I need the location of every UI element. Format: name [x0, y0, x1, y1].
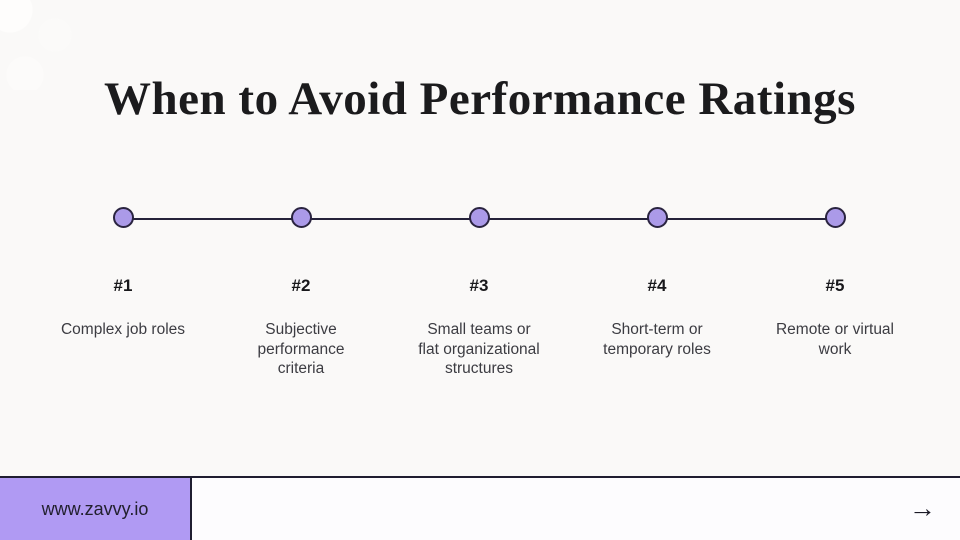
- timeline-description-2: Subjective performance criteria: [257, 321, 345, 377]
- timeline-descriptions-row: Complex job roles Subjective performance…: [34, 320, 924, 379]
- timeline-number-3: #3: [469, 276, 489, 295]
- timeline-number-2: #2: [291, 276, 311, 295]
- timeline-number-1: #1: [113, 276, 133, 295]
- timeline-description-1: Complex job roles: [60, 321, 186, 338]
- next-arrow-button[interactable]: →: [909, 492, 936, 523]
- footer-bar: www.zavvy.io →: [0, 476, 960, 540]
- timeline-numbers-row: #1 #2 #3 #4 #5: [34, 276, 924, 296]
- timeline-dot-3: [468, 207, 490, 228]
- timeline-description-3: Small teams or flat organizational struc…: [418, 321, 540, 377]
- website-badge[interactable]: www.zavvy.io: [0, 478, 192, 540]
- page-title: When to Avoid Performance Ratings: [104, 73, 856, 125]
- timeline-description-5: Remote or virtual work: [775, 321, 894, 358]
- timeline-dot-2: [290, 207, 312, 228]
- timeline-dot-5: [824, 207, 846, 228]
- timeline-number-5: #5: [825, 276, 845, 295]
- timeline-description-4: Short-term or temporary roles: [603, 321, 711, 358]
- timeline-dot-4: [646, 207, 668, 228]
- website-label: www.zavvy.io: [41, 498, 149, 519]
- timeline-dot-1: [112, 207, 134, 228]
- timeline-number-4: #4: [647, 276, 667, 295]
- timeline-dots-row: [34, 207, 924, 228]
